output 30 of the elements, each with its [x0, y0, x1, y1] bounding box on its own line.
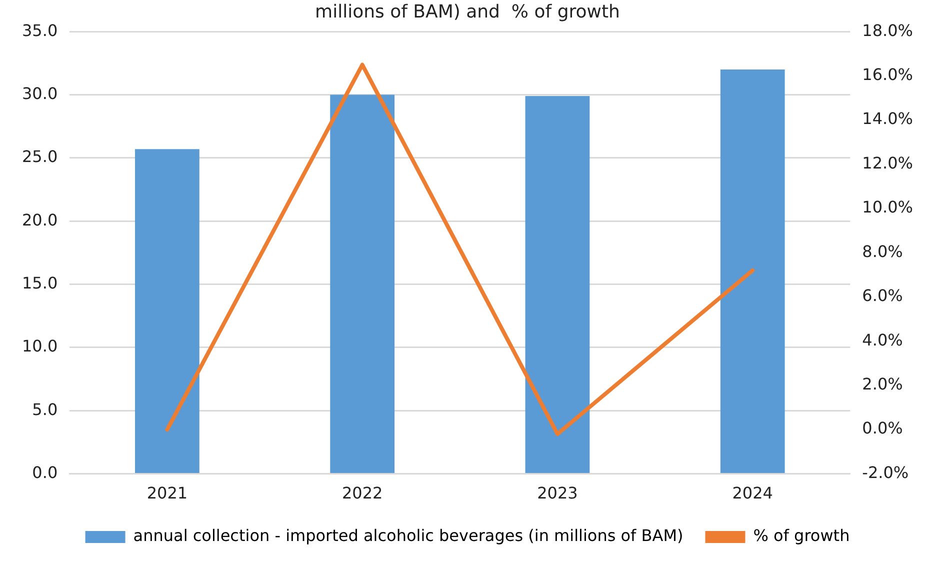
- y-tick-label: 10.0: [22, 336, 58, 356]
- y-tick-label: 25.0: [22, 147, 58, 166]
- y-tick-label: 35.0: [22, 20, 58, 40]
- y2-tick-label: -2.0%: [862, 462, 909, 482]
- bar: [134, 149, 200, 474]
- y2-tick-label: 12.0%: [862, 153, 913, 172]
- y2-tick-label: 10.0%: [862, 198, 913, 217]
- bar: [720, 70, 785, 474]
- x-tick-label: 2022: [342, 484, 383, 503]
- x-tick-label: 2023: [537, 484, 578, 503]
- y-tick-label: 15.0: [22, 273, 58, 292]
- y2-tick-label: 18.0%: [862, 20, 913, 40]
- bar: [330, 94, 395, 474]
- y2-tick-label: 8.0%: [862, 242, 903, 261]
- legend-label: % of growth: [753, 526, 850, 546]
- x-tick-label: 2021: [146, 484, 188, 503]
- x-tick-label: 2024: [732, 484, 773, 503]
- y2-tick-label: 6.0%: [862, 286, 903, 306]
- bar: [525, 96, 590, 474]
- legend-label: annual collection - imported alcoholic beverages (in millions of BAM): [133, 526, 684, 546]
- y-tick-label: 5.0: [32, 400, 58, 419]
- chart-title: millions of BAM) and % of growth: [315, 1, 620, 22]
- y2-tick-label: 14.0%: [862, 109, 913, 128]
- y-tick-label: 30.0: [22, 84, 58, 103]
- y2-tick-label: 2.0%: [862, 374, 903, 394]
- y-tick-label: 20.0: [22, 210, 58, 230]
- y2-tick-label: 0.0%: [862, 418, 903, 438]
- y2-tick-label: 4.0%: [862, 330, 903, 350]
- y2-tick-label: 16.0%: [862, 64, 913, 84]
- y-tick-label: 0.0: [32, 462, 58, 482]
